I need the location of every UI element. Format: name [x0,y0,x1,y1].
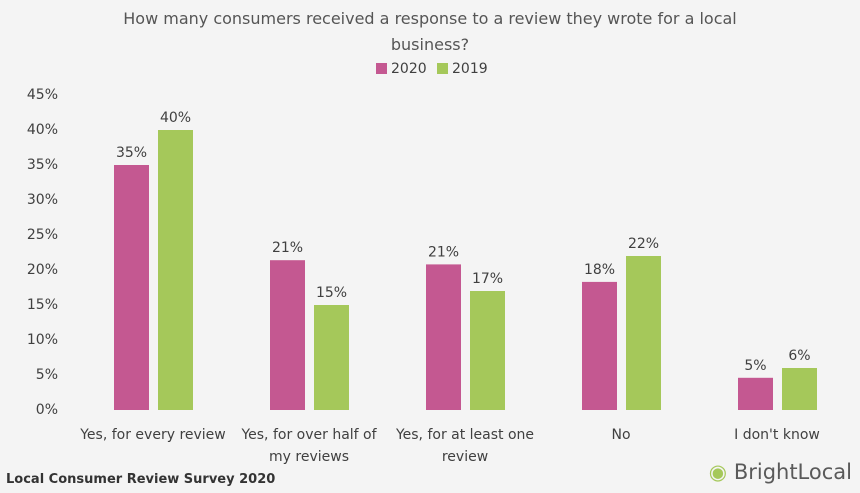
value-label: 15% [316,285,347,301]
bar [426,264,461,410]
y-tick-label: 0% [36,402,58,418]
value-label: 22% [628,236,659,252]
value-label: 18% [584,262,615,278]
legend-swatch [376,63,387,74]
y-tick-label: 30% [27,192,58,208]
brand-logo: ◉ BrightLocal [708,460,852,484]
y-tick-label: 25% [27,227,58,243]
legend-label: 2020 [391,61,427,77]
bar [114,165,149,410]
bar [782,368,817,410]
source: Local Consumer Review Survey 2020 [6,472,276,487]
y-tick-label: 15% [27,297,58,313]
x-tick-label: Yes, for every review [80,427,226,443]
value-label: 17% [472,271,503,287]
x-tick-label: I don't know [734,427,820,443]
x-tick-label: Yes, for at least one review [395,427,535,465]
bar [314,305,349,410]
bar [470,291,505,410]
bar [270,260,305,410]
value-label: 35% [116,145,147,161]
x-tick-label: No [611,427,631,443]
bar [626,256,661,410]
y-tick-label: 10% [27,332,58,348]
value-label: 21% [428,244,459,260]
brand-name: BrightLocal [733,460,852,484]
chart-title: How many consumers received a response t… [123,9,737,54]
bar [738,377,773,410]
legend-swatch [437,63,448,74]
value-label: 5% [744,358,766,374]
y-tick-label: 5% [36,367,58,383]
x-tick-label: Yes, for over half of my reviews [241,427,377,465]
value-label: 6% [788,348,810,364]
bar [158,130,193,410]
y-tick-label: 45% [27,87,58,103]
value-label: 40% [160,110,191,126]
value-label: 21% [272,240,303,256]
y-tick-label: 35% [27,157,58,173]
bar [582,281,617,410]
y-tick-label: 20% [27,262,58,278]
y-tick-label: 40% [27,122,58,138]
legend-label: 2019 [452,61,488,77]
